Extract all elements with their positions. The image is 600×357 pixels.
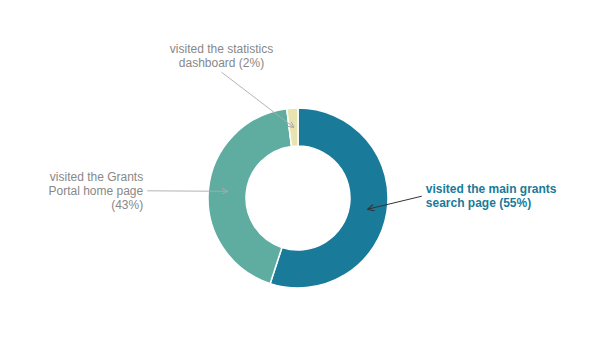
svg-text:visited the main grantssearch: visited the main grantssearch page (55%)	[426, 182, 557, 210]
svg-text:visited the statisticsdashboar: visited the statisticsdashboard (2%)	[170, 42, 273, 70]
svg-text:visited the GrantsPortal home: visited the GrantsPortal home page(43%)	[48, 170, 143, 212]
